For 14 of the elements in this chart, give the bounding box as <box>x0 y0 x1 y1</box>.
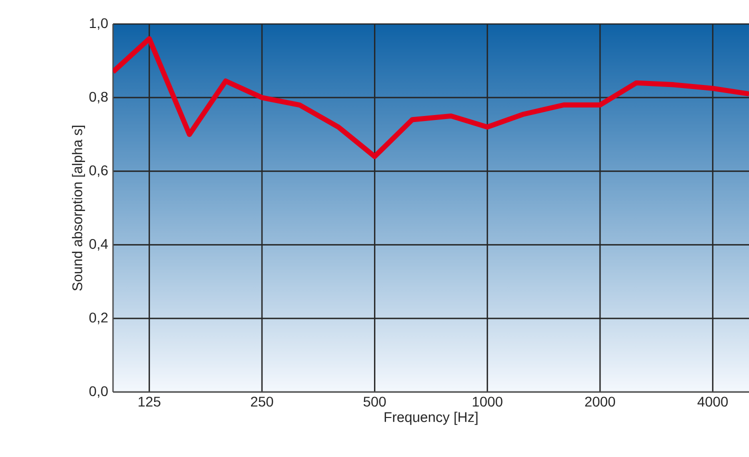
x-tick-label: 500 <box>364 396 386 407</box>
y-tick-label: 1,0 <box>90 18 108 30</box>
y-tick-label: 0,4 <box>89 239 108 251</box>
x-tick-label: 125 <box>138 396 160 407</box>
y-tick-label: 0,0 <box>89 386 108 398</box>
y-tick-label: 0,2 <box>89 312 108 324</box>
x-tick-label: 1000 <box>472 396 502 407</box>
y-tick-label: 0,8 <box>89 92 108 104</box>
x-tick-label: 2000 <box>585 396 616 407</box>
x-tick-label: 4000 <box>697 396 728 407</box>
x-tick-label: 250 <box>251 396 274 407</box>
x-axis-title: Frequency [Hz] <box>384 412 478 425</box>
y-tick-label: 0,6 <box>89 165 108 177</box>
y-axis-title: Sound absorption [alpha s] <box>72 126 86 291</box>
